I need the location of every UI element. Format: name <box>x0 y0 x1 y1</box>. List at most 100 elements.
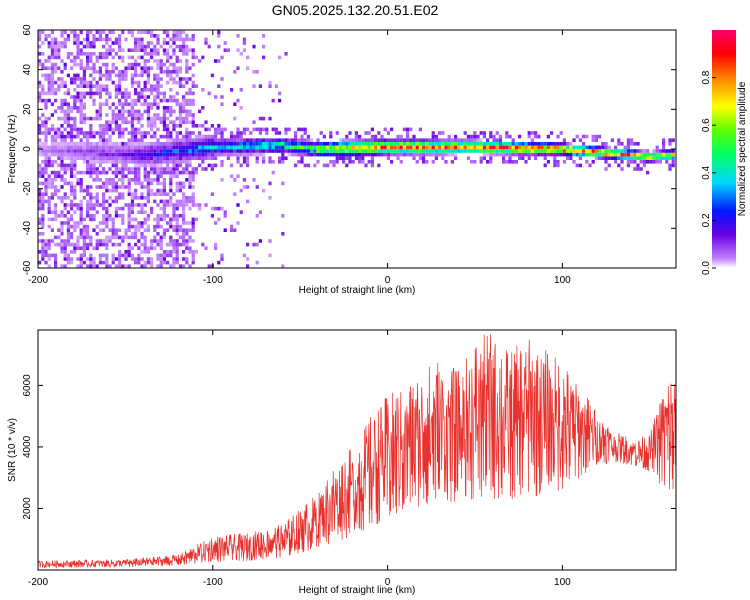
spectrogram-cell <box>73 188 77 193</box>
spectrogram-cell <box>47 127 51 132</box>
spectrogram-cell <box>175 116 179 121</box>
spectrogram-cell <box>118 235 122 240</box>
spectrogram-cell <box>98 113 102 117</box>
spectrogram-cell <box>137 178 141 182</box>
spectrogram-cell <box>108 44 112 49</box>
spectrogram-cell <box>38 127 42 132</box>
spectrogram-cell <box>201 138 205 142</box>
spectrogram-cell <box>166 127 170 132</box>
spectrogram-cell <box>146 142 150 146</box>
spectrogram-cell <box>86 55 90 60</box>
spectrogram-cell <box>361 149 365 153</box>
spectrogram-cell <box>447 134 451 139</box>
spectrogram-cell <box>220 257 224 261</box>
spectrogram-cell <box>156 224 160 229</box>
spectrogram-cell <box>249 142 253 146</box>
spectrogram-cell <box>630 156 634 160</box>
spectrogram-cell <box>73 145 77 150</box>
spectrogram-cell <box>217 145 221 150</box>
spectrogram-cell <box>102 199 106 204</box>
spectrogram-cell <box>591 149 595 153</box>
spectrogram-cell <box>582 134 586 139</box>
spectrogram-cell <box>198 145 202 150</box>
spectrogram-cell <box>530 142 534 146</box>
spectrogram-cell <box>178 138 182 142</box>
spectrogram-cell <box>271 170 275 175</box>
spectrogram-cell <box>290 138 294 142</box>
spectrogram-cell <box>73 127 77 132</box>
spectrogram-cell <box>415 149 419 153</box>
spectrogram-cell <box>239 152 243 157</box>
spectrogram-cell <box>210 163 214 168</box>
spectrogram-cell <box>82 188 86 193</box>
spectrogram-cell <box>668 152 672 157</box>
spectrogram-cell <box>57 116 61 121</box>
spectrogram-cell <box>466 156 470 160</box>
spectrogram-cell <box>185 80 189 85</box>
spectrogram-cell <box>665 156 669 160</box>
spectrogram-cell <box>252 44 256 49</box>
spectrogram-cell <box>89 116 93 121</box>
spectrogram-cell <box>182 185 186 189</box>
spectrogram-cell <box>111 48 115 52</box>
spectrogram-cell <box>185 34 189 38</box>
spectrogram-cell <box>114 264 118 268</box>
spectrogram-cell <box>127 167 131 171</box>
spectrogram-cell <box>127 109 131 114</box>
spectrogram-cell <box>166 124 170 128</box>
spectrogram-cell <box>130 77 134 81</box>
spectrogram-cell <box>178 106 182 110</box>
spectrogram-cell <box>633 156 637 160</box>
spectrogram-cell <box>79 206 83 211</box>
spectrogram-cell <box>60 163 64 168</box>
spectrogram-cell <box>598 149 602 153</box>
spectrogram-cell <box>105 160 109 164</box>
spectrogram-cell <box>44 66 48 70</box>
spectrogram-cell <box>143 178 147 182</box>
spectrogram-cell <box>537 152 541 157</box>
spectrogram-cell <box>169 167 173 171</box>
spectrogram-cell <box>223 138 227 142</box>
spectrogram-cell <box>153 52 157 56</box>
spectrogram-cell <box>630 138 634 142</box>
spectrogram-cell <box>102 134 106 139</box>
spectrogram-cell <box>108 138 112 142</box>
spectrogram-cell <box>150 142 154 146</box>
spectrogram-cell <box>57 145 61 150</box>
spectrogram-cell <box>601 149 605 153</box>
spectrogram-cell <box>658 156 662 160</box>
spectrogram-cell <box>41 30 45 34</box>
spectrogram-cell <box>95 113 99 117</box>
spectrogram-cell <box>188 160 192 164</box>
spectrogram-cell <box>210 73 214 78</box>
spectrogram-cell <box>463 138 467 142</box>
spectrogram-cell <box>300 134 304 139</box>
spectrogram-cell <box>121 91 125 96</box>
spectrogram-cell <box>137 91 141 96</box>
spectrogram-cell <box>210 167 214 171</box>
spectrogram-cell <box>92 149 96 153</box>
spectrogram-cell <box>386 156 390 160</box>
spectrogram-cell <box>146 116 150 121</box>
spectrogram-cell <box>124 250 128 254</box>
spectrogram-cell <box>57 170 61 175</box>
spectrogram-cell <box>326 145 330 150</box>
spectrogram-cell <box>572 138 576 142</box>
spectrogram-cell <box>143 84 147 88</box>
spectrogram-cell <box>86 232 90 236</box>
spectrogram-cell <box>412 149 416 153</box>
spectrogram-cell <box>575 134 579 139</box>
spectrogram-cell <box>198 59 202 63</box>
spectrogram-cell <box>348 152 352 157</box>
spectrogram-cell <box>82 246 86 250</box>
spectrogram-cell <box>354 142 358 146</box>
spectrogram-cell <box>156 106 160 110</box>
spectrogram-cell <box>47 149 51 153</box>
spectrogram-cell <box>98 37 102 42</box>
spectrogram-cell <box>121 70 125 74</box>
spectrogram-cell <box>479 131 483 135</box>
spectrogram-cell <box>124 257 128 261</box>
spectrogram-cell <box>191 102 195 106</box>
spectrogram-cell <box>246 163 250 168</box>
spectrogram-cell <box>38 138 42 142</box>
